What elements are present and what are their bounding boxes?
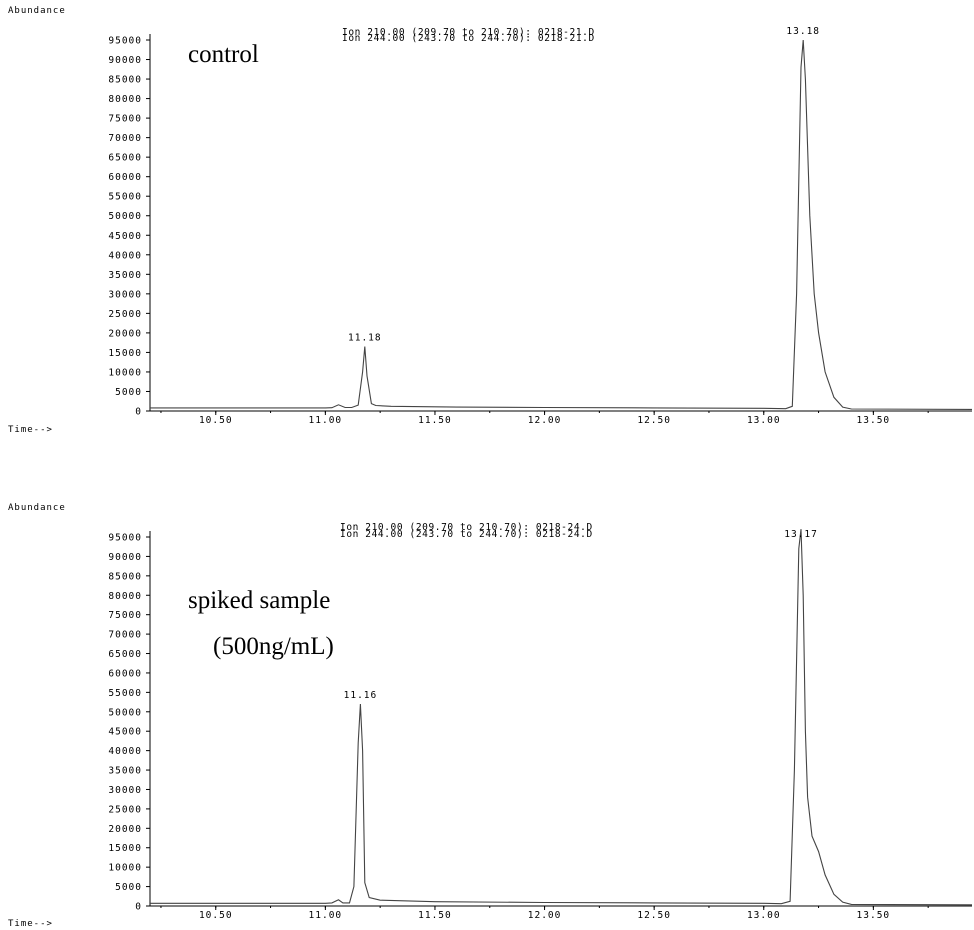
y-tick-label: 55000 xyxy=(108,192,142,203)
y-tick-label: 25000 xyxy=(108,804,142,815)
chromatogram-trace xyxy=(150,39,973,410)
y-tick-label: 20000 xyxy=(108,824,142,835)
y-tick-label: 80000 xyxy=(108,94,142,105)
sample-annotation: spiked sample xyxy=(188,587,330,614)
y-tick-label: 85000 xyxy=(108,571,142,582)
y-tick-label: 15000 xyxy=(108,348,142,359)
y-tick-label: 20000 xyxy=(108,328,142,339)
y-tick-label: 60000 xyxy=(108,172,142,183)
y-tick-label: 85000 xyxy=(108,75,142,86)
x-tick-label: 11.00 xyxy=(309,415,343,426)
ion-label: Ion 210.00 (209.70 to 210.70): 0218-24.D xyxy=(340,522,593,533)
x-tick-label: 12.00 xyxy=(528,415,562,426)
x-tick-label: 13.00 xyxy=(747,415,781,426)
chromatogram-trace xyxy=(150,529,973,906)
y-tick-label: 55000 xyxy=(108,688,142,699)
y-tick-label: 0 xyxy=(135,407,142,418)
x-tick-label: 10.50 xyxy=(199,910,233,921)
y-tick-label: 75000 xyxy=(108,610,142,621)
y-tick-label: 30000 xyxy=(108,289,142,300)
x-axis-title: Time--> xyxy=(8,919,53,929)
y-tick-label: 30000 xyxy=(108,785,142,796)
x-tick-label: 11.50 xyxy=(418,910,452,921)
x-tick-label: 13.50 xyxy=(857,910,891,921)
y-tick-label: 80000 xyxy=(108,591,142,602)
y-tick-label: 45000 xyxy=(108,231,142,242)
x-axis-title: Time--> xyxy=(8,425,53,435)
y-tick-label: 90000 xyxy=(108,552,142,563)
x-tick-label: 12.50 xyxy=(637,910,671,921)
y-tick-label: 70000 xyxy=(108,630,142,641)
x-tick-label: 12.50 xyxy=(637,415,671,426)
y-tick-label: 65000 xyxy=(108,153,142,164)
y-tick-label: 50000 xyxy=(108,211,142,222)
x-tick-label: 10.50 xyxy=(199,415,233,426)
ion-label: Ion 210.00 (209.70 to 210.70): 0218-21.D xyxy=(342,27,595,38)
sample-annotation: (500ng/mL) xyxy=(213,633,334,660)
ion-label: Ion 244.00 (243.70 to 244.70): 0218-24.D xyxy=(340,529,593,540)
y-tick-label: 25000 xyxy=(108,309,142,320)
x-tick-label: 11.00 xyxy=(309,910,343,921)
y-tick-label: 65000 xyxy=(108,649,142,660)
y-tick-label: 95000 xyxy=(108,533,142,544)
y-tick-label: 5000 xyxy=(115,387,142,398)
y-tick-label: 45000 xyxy=(108,727,142,738)
y-tick-label: 40000 xyxy=(108,250,142,261)
y-axis-title: Abundance xyxy=(8,6,66,16)
y-tick-label: 35000 xyxy=(108,766,142,777)
y-tick-label: 5000 xyxy=(115,882,142,893)
y-tick-label: 75000 xyxy=(108,114,142,125)
y-tick-label: 10000 xyxy=(108,367,142,378)
y-tick-label: 40000 xyxy=(108,746,142,757)
sample-annotation: control xyxy=(188,41,259,68)
y-tick-label: 95000 xyxy=(108,36,142,47)
y-tick-label: 50000 xyxy=(108,707,142,718)
peak-label: 13.17 xyxy=(784,529,818,540)
ion-label: Ion 244.00 (243.70 to 244.70): 0218-21.D xyxy=(342,33,595,44)
peak-label: 11.18 xyxy=(348,333,382,344)
peak-label: 13.18 xyxy=(786,26,820,37)
y-axis-title: Abundance xyxy=(8,503,66,513)
y-tick-label: 35000 xyxy=(108,270,142,281)
x-tick-label: 11.50 xyxy=(418,415,452,426)
y-tick-label: 15000 xyxy=(108,843,142,854)
y-tick-label: 60000 xyxy=(108,668,142,679)
y-tick-label: 0 xyxy=(135,902,142,913)
x-tick-label: 13.50 xyxy=(857,415,891,426)
x-tick-label: 13.00 xyxy=(747,910,781,921)
y-tick-label: 90000 xyxy=(108,55,142,66)
y-tick-label: 10000 xyxy=(108,863,142,874)
peak-label: 11.16 xyxy=(344,690,378,701)
y-tick-label: 70000 xyxy=(108,133,142,144)
x-tick-label: 12.00 xyxy=(528,910,562,921)
